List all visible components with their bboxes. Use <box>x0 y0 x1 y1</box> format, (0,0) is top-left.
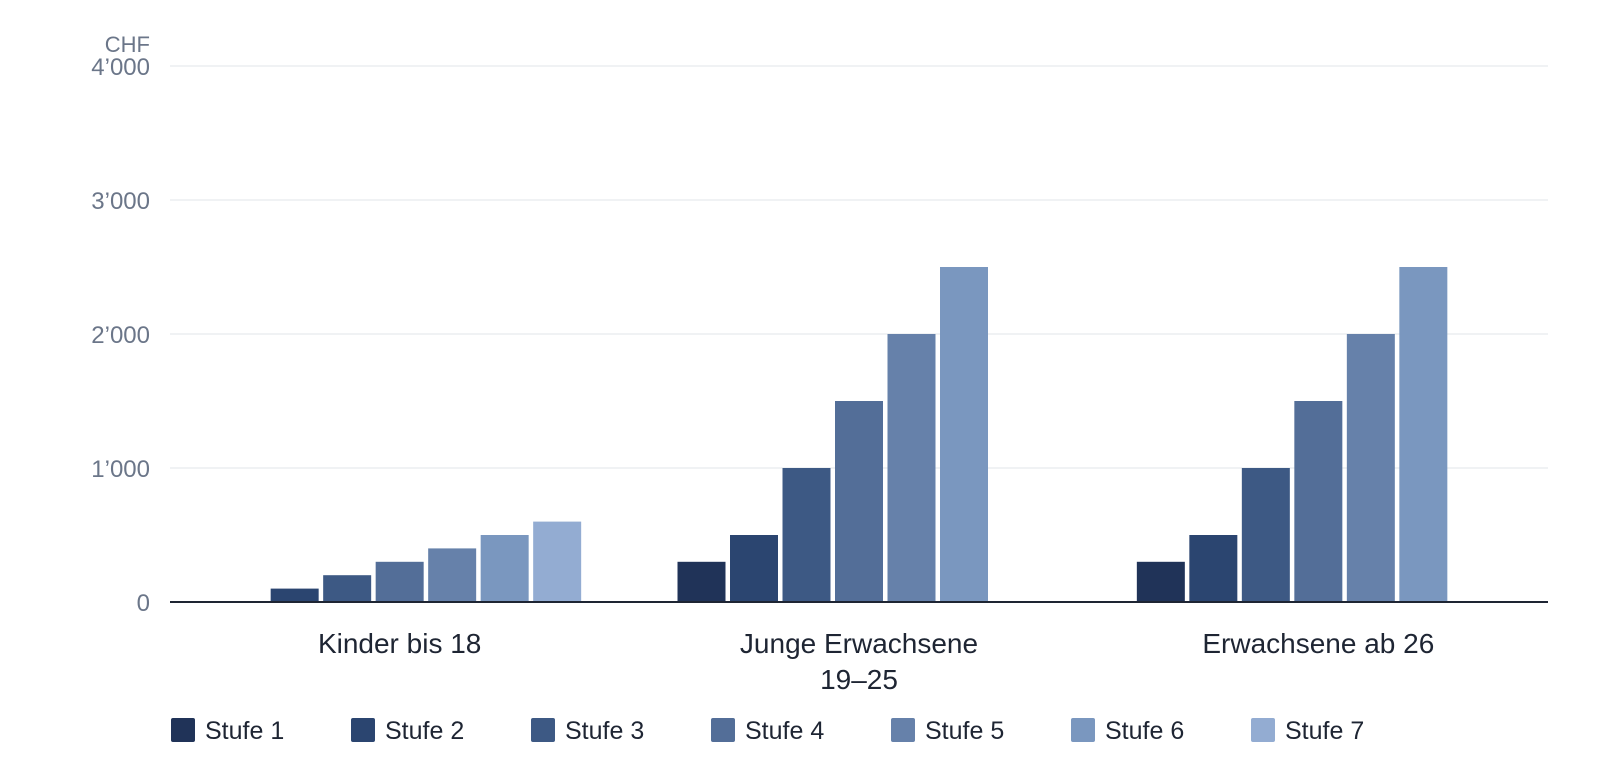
y-axis-ticks: 0 1’000 2’000 3’000 4’000 <box>91 54 150 617</box>
bars <box>270 267 1448 602</box>
legend-swatch <box>531 718 555 742</box>
bar <box>782 468 831 602</box>
legend-swatch <box>891 718 915 742</box>
legend: Stufe 1 Stufe 2 Stufe 3 Stufe 4 Stufe 5 Stufe… <box>171 717 1364 745</box>
x-axis-categories: Kinder bis 18 Junge Erwachsene 19–25 Erwach… <box>318 628 1434 695</box>
bar <box>835 401 883 602</box>
bar <box>1241 468 1290 602</box>
legend-label: Stufe 1 <box>205 717 284 745</box>
y-tick-label: 1’000 <box>91 456 150 483</box>
legend-swatch <box>711 718 735 742</box>
legend-swatch <box>171 718 195 742</box>
bar <box>1399 267 1448 602</box>
bar <box>1346 334 1395 602</box>
x-category-label: Kinder bis 18 <box>318 628 481 659</box>
y-tick-label: 3’000 <box>91 188 150 215</box>
bar <box>940 267 988 602</box>
y-tick-label: 2’000 <box>91 322 150 349</box>
bar <box>730 535 778 602</box>
legend-swatch <box>1071 718 1095 742</box>
bar <box>480 535 529 602</box>
bar <box>887 334 936 602</box>
legend-label: Stufe 3 <box>565 717 644 745</box>
y-axis-unit-label: CHF <box>105 32 150 57</box>
x-category-label: 19–25 <box>820 664 898 695</box>
legend-swatch <box>351 718 375 742</box>
legend-label: Stufe 6 <box>1105 717 1184 745</box>
bar <box>270 588 319 602</box>
bar <box>1136 561 1185 602</box>
y-tick-label: 0 <box>137 590 150 617</box>
y-tick-label: 4’000 <box>91 54 150 81</box>
legend-label: Stufe 2 <box>385 717 464 745</box>
bar <box>677 561 726 602</box>
legend-label: Stufe 4 <box>745 717 824 745</box>
x-category-label: Junge Erwachsene <box>740 628 978 659</box>
bar <box>323 575 372 602</box>
bar <box>1189 535 1238 602</box>
bar <box>428 548 477 602</box>
bar <box>1294 401 1343 602</box>
legend-label: Stufe 5 <box>925 717 1004 745</box>
bar <box>533 521 582 602</box>
x-category-label: Erwachsene ab 26 <box>1202 628 1434 659</box>
legend-label: Stufe 7 <box>1285 717 1364 745</box>
legend-swatch <box>1251 718 1275 742</box>
bar <box>375 561 424 602</box>
